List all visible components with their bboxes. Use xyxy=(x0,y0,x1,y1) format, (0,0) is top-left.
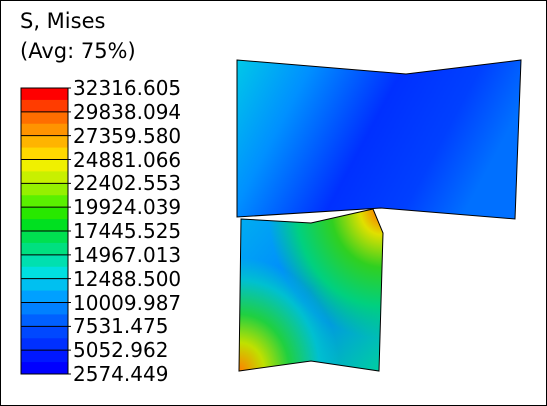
legend-label: 32316.605 xyxy=(73,76,182,100)
lower-part xyxy=(238,208,384,372)
legend-band xyxy=(21,183,68,196)
legend-label: 14967.013 xyxy=(73,242,182,267)
legend-band xyxy=(21,171,68,184)
legend-label: 12488.500 xyxy=(73,266,182,291)
legend-frame xyxy=(20,87,69,375)
legend-label: 27359.580 xyxy=(73,123,182,148)
legend-band xyxy=(21,314,68,327)
legend-band xyxy=(21,302,68,315)
legend-band xyxy=(21,88,68,101)
legend-band xyxy=(21,123,68,137)
legend-band xyxy=(21,266,68,280)
legend-band xyxy=(21,338,68,351)
legend-band xyxy=(21,207,68,220)
legend-band xyxy=(21,350,68,363)
legend-band xyxy=(21,111,68,125)
legend-band xyxy=(21,147,68,160)
legend-label: 17445.525 xyxy=(73,219,182,243)
legend-label: 29838.094 xyxy=(73,99,182,124)
upper-part xyxy=(236,59,522,220)
legend-title: S, Mises xyxy=(20,9,106,33)
legend-band xyxy=(21,159,68,172)
legend-label: 2574.449 xyxy=(73,362,169,386)
legend-band xyxy=(21,99,68,113)
legend-label: 5052.962 xyxy=(73,338,169,363)
legend-label: 10009.987 xyxy=(73,290,182,315)
color-legend xyxy=(20,87,71,375)
legend-band xyxy=(21,135,68,149)
legend-label: 22402.553 xyxy=(73,171,182,196)
legend-label: 24881.066 xyxy=(73,147,182,172)
legend-band xyxy=(21,195,68,208)
legend-band xyxy=(21,362,68,375)
legend-band xyxy=(21,242,68,256)
legend-band xyxy=(21,278,68,292)
legend-band xyxy=(21,254,68,268)
legend-band xyxy=(21,290,68,303)
legend-band xyxy=(21,219,68,232)
legend-label: 19924.039 xyxy=(73,195,182,220)
legend-subtitle: (Avg: 75%) xyxy=(20,39,136,63)
legend-label: 7531.475 xyxy=(73,314,169,339)
legend-band xyxy=(21,326,68,339)
legend-band xyxy=(21,231,68,244)
